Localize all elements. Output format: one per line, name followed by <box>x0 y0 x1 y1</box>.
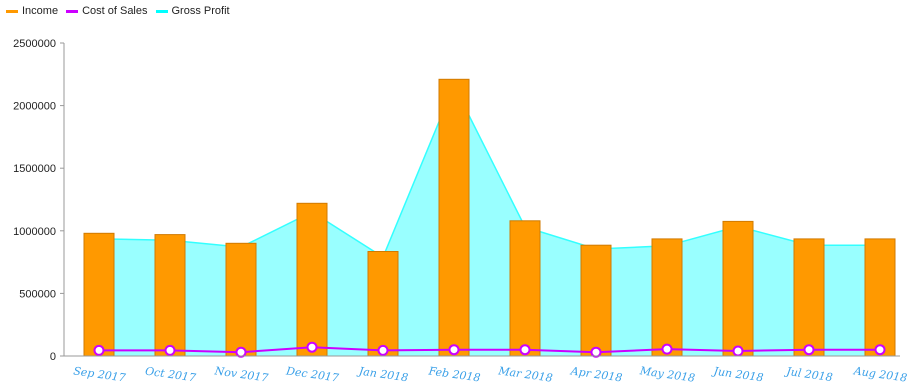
cost-of-sales-point <box>306 341 318 353</box>
x-tick-label: Sep 2017 <box>73 364 127 384</box>
cost-of-sales-point <box>164 344 176 356</box>
income-bar <box>864 238 896 357</box>
cost-of-sales-point <box>93 344 105 356</box>
legend-label-gross-profit: Gross Profit <box>171 5 230 17</box>
income-bar <box>793 238 825 357</box>
cost-of-sales-line-layer <box>93 341 886 358</box>
income-bar <box>651 238 683 357</box>
x-tick-label: Jul 2018 <box>784 365 834 385</box>
cost-of-sales-point <box>874 344 886 356</box>
income-bar <box>225 242 257 357</box>
x-tick-label: Aug 2018 <box>852 364 908 384</box>
cost-of-sales-point <box>590 346 602 358</box>
legend-swatch-cost-of-sales <box>66 9 79 13</box>
axes: 0 500000 1000000 1500000 2000000 2500000 Sep 2… <box>13 38 908 385</box>
legend-label-cost-of-sales: Cost of Sales <box>82 5 148 17</box>
x-tick-label: Apr 2018 <box>569 364 623 384</box>
x-tick-label: Oct 2017 <box>144 365 196 385</box>
x-tick-label: Jun 2018 <box>711 364 764 384</box>
legend-item-cost-of-sales[interactable]: Cost of Sales <box>66 5 148 17</box>
gross-profit-area-layer <box>98 83 880 356</box>
income-bar <box>580 244 612 357</box>
x-tick-label: Mar 2018 <box>497 364 554 385</box>
y-tick-label: 500000 <box>19 288 56 300</box>
x-tick-label: Feb 2018 <box>427 364 481 384</box>
legend-item-gross-profit[interactable]: Gross Profit <box>155 5 230 17</box>
legend: Income Cost of Sales Gross Profit <box>6 2 230 20</box>
legend-label-income: Income <box>22 5 59 17</box>
cost-of-sales-point <box>235 346 247 358</box>
legend-swatch-income <box>6 9 18 13</box>
legend-swatch-gross-profit <box>155 9 168 13</box>
y-tick-label: 0 <box>50 351 56 363</box>
cost-of-sales-line <box>99 346 880 354</box>
legend-item-income[interactable]: Income <box>6 5 58 17</box>
x-tick-label: May 2018 <box>638 364 696 385</box>
y-tick-label: 1000000 <box>13 226 56 238</box>
cost-of-sales-point <box>803 344 815 356</box>
income-bar <box>367 251 399 357</box>
income-bar <box>722 220 754 357</box>
x-tick-label: Nov 2017 <box>213 364 269 385</box>
income-bar <box>438 78 470 357</box>
cost-of-sales-point <box>448 344 460 356</box>
gross-profit-area <box>99 85 880 356</box>
income-bar <box>509 220 541 357</box>
y-tick-label: 2500000 <box>13 38 56 50</box>
x-tick-label: Dec 2017 <box>284 364 339 384</box>
y-tick-label: 2000000 <box>13 101 56 113</box>
y-tick-label: 1500000 <box>13 163 56 175</box>
cost-of-sales-point <box>661 343 673 355</box>
income-bar <box>296 202 328 357</box>
cost-of-sales-point <box>732 345 744 357</box>
x-tick-label: Jan 2018 <box>356 364 409 384</box>
cost-of-sales-point <box>377 344 389 356</box>
income-bar <box>154 234 186 357</box>
income-bar <box>83 232 115 357</box>
income-bar-layer <box>83 78 896 357</box>
cost-of-sales-point <box>519 344 531 356</box>
